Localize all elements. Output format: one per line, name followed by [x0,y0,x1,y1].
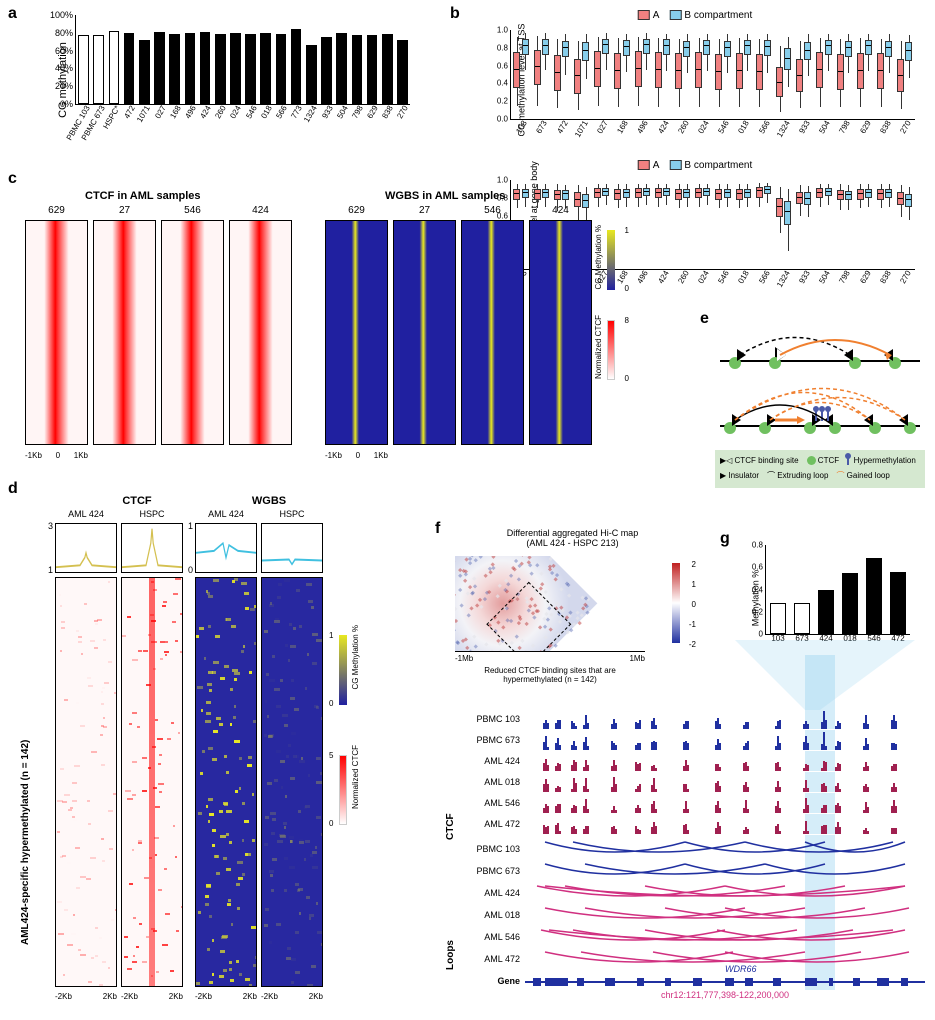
panel-b-legend: A B compartment [638,10,752,21]
legend-a-text: A [653,10,660,21]
panel-b-legend-2: A B compartment [638,160,752,171]
bar [336,33,347,104]
bar [382,34,393,104]
bar [245,34,256,104]
bar [260,33,271,104]
bar [200,32,211,104]
bar [306,45,317,104]
bar [169,34,180,104]
bar [139,40,150,104]
panel-g-bar-chart: Methylation %00.20.40.60.810367342401854… [735,540,915,655]
panel-d-heatmaps: AML424-specific hypermethylated (n = 142… [20,495,420,1005]
panel-c-label: c [8,170,17,188]
legend-b-text: B compartment [684,10,752,21]
bar [124,33,135,104]
bar [321,37,332,104]
bar [154,32,165,104]
panel-g-tracks: CTCFPBMC 103PBMC 673AML 424AML 018AML 54… [445,710,930,1010]
bar [230,33,241,104]
panel-a-bar-chart: CG methylation 0%20%40%60%80%100%PBMC 10… [25,10,415,150]
panel-e-diagram: ▶◁ CTCF binding site CTCF Hypermethylati… [715,325,925,525]
bar [352,35,363,104]
bar [185,33,196,104]
panel-g-label: g [720,530,730,548]
panel-e-label: e [700,310,709,328]
bar [291,29,302,104]
legend-a-text-2: A [653,160,660,171]
bar [78,35,89,104]
panel-c-heatmaps: CTCF in AML samplesWGBS in AML samples62… [25,190,685,460]
bar [276,34,287,104]
panel-b-label: b [450,5,460,23]
legend-b-text-2: B compartment [684,160,752,171]
panel-f-hic: Differential aggregated Hi-C map(AML 424… [445,528,700,708]
bar [367,35,378,104]
panel-f-label: f [435,520,440,538]
panel-d-label: d [8,480,18,498]
panel-a-label: a [8,5,17,23]
panel-b-boxplot-tss: A B compartment CG methylation level at … [470,10,920,150]
bar [215,34,226,104]
bar [93,35,104,104]
bar [397,40,408,104]
bar [109,31,120,104]
